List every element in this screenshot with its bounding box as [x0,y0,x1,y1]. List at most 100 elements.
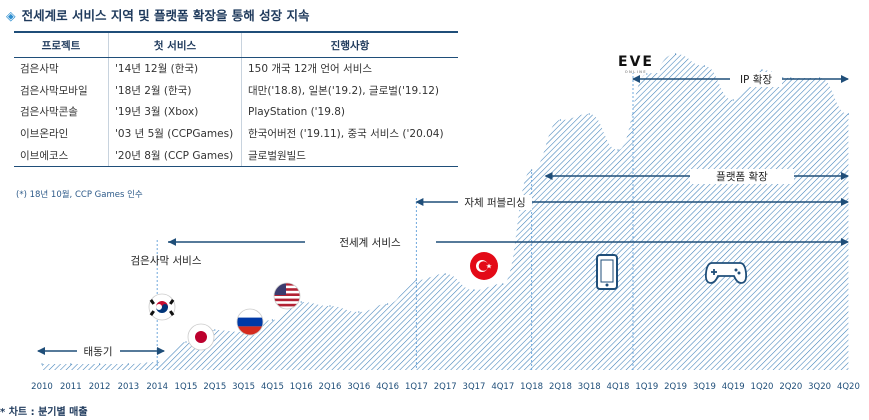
turkey-flag-icon [470,252,498,280]
cell-project: 이브온라인 [14,122,109,145]
cell-progress: 150 개국 12개 언어 서비스 [248,63,373,76]
cell-project: 검은사막 [14,57,109,80]
x-tick-label: 4Q16 [376,382,399,392]
x-tick-label: 3Q15 [232,382,255,392]
data-point-2Q18 [559,119,562,121]
mobile-phone-icon [596,254,618,290]
data-point-2011 [70,363,72,365]
japan-flag-icon [187,323,215,351]
label-ip-expansion: IP 확장 [740,73,772,86]
label-self-publishing: 자체 퍼블리싱 [464,197,525,209]
table-row: 이브온라인 '03 년 5월 (CCPGames) 한국어버전 ('19.11)… [14,122,458,145]
cell-progress: PlayStation ('19.8) [248,105,346,118]
data-point-3Q17 [473,289,475,291]
header-progress: 진행사항 [241,31,458,58]
data-point-2Q15 [214,329,216,331]
x-tick-label: 3Q18 [578,382,601,392]
data-point-4Q16 [387,303,389,305]
data-point-1Q18 [531,169,533,171]
usa-flag-icon [273,282,301,310]
data-point-1Q15 [185,341,187,343]
table-row: 검은사막모바일 '18년 2월 (한국) 대만('18.8), 일본('19.2… [14,79,458,102]
title-text: 전세계로 서비스 지역 및 플랫폼 확장을 통해 성장 지속 [21,8,310,23]
data-point-3Q16 [358,311,360,313]
acquisition-footnote: (*) 18년 10월, CCP Games 인수 [16,190,143,200]
label-platform-expansion-bg [690,169,794,184]
project-table: 프로젝트 첫 서비스 진행사항 검은사막 '14년 12월 (한국) 150 개… [14,31,458,167]
x-tick-label: 4Q18 [607,382,630,392]
russia-flag-icon [236,308,264,336]
cell-progress: 한국어버전 ('19.11), 중국 서비스 ('20.04) [248,128,444,141]
data-point-2Q16 [329,305,331,307]
data-point-4Q20 [847,113,850,115]
x-tick-label: 2012 [89,382,111,392]
data-point-4Q17 [502,283,504,285]
header-project: 프로젝트 [14,31,109,58]
cell-first-service: '19년 3월 (Xbox) [108,101,242,123]
x-tick-label: 3Q17 [463,382,486,392]
x-tick-label: 1Q16 [290,382,313,392]
x-tick-label: 2Q20 [779,382,802,392]
x-tick-label: 2011 [60,382,82,392]
game-controller-icon [704,262,748,284]
chart-title: ◈ 전세계로 서비스 지역 및 플랫폼 확장을 통해 성장 지속 [6,5,309,24]
korea-flag-icon [148,293,176,321]
eve-online-logo: EVE ONLINE [612,51,660,74]
cell-first-service: '03 년 5월 (CCPGames) [108,122,242,145]
x-tick-label: 3Q16 [347,382,370,392]
label-taedongi: 태동기 [84,346,113,358]
data-point-1Q20 [761,69,763,71]
cell-progress: 글로벌원빌드 [241,144,458,167]
cell-first-service: '20년 8월 (CCP Games) [108,144,242,167]
data-point-2010 [41,363,43,365]
header-first-service: 첫 서비스 [108,31,242,58]
x-tick-label: 2Q18 [549,382,572,392]
data-point-2Q19 [675,53,677,55]
chart-note: * 차트 : 분기별 매출 [0,407,88,418]
x-tick-label: 3Q20 [808,382,831,392]
x-tick-label: 4Q20 [837,382,860,392]
cell-project: 검은사막모바일 [14,79,109,102]
x-tick-label: 1Q18 [520,382,543,392]
label-ip-expansion-bg [730,72,782,87]
x-tick-label: 4Q15 [261,382,284,392]
table-header-row: 프로젝트 첫 서비스 진행사항 [14,31,458,58]
data-point-4Q19 [732,99,734,101]
label-platform-expansion: 플랫폼 확장 [716,170,768,183]
data-point-4Q18 [617,149,619,151]
data-point-1Q16 [300,301,302,303]
label-black-desert-service: 검은사막 서비스 [131,255,202,267]
diamond-icon: ◈ [6,8,16,23]
x-tick-label: 4Q17 [491,382,514,392]
data-point-1Q19 [646,73,648,75]
table-row: 검은사막 '14년 12월 (한국) 150 개국 12개 언어 서비스 [14,57,458,80]
cell-project: 이브에코스 [14,144,109,167]
data-point-2013 [127,363,129,365]
x-tick-label: 1Q20 [751,382,774,392]
data-point-3Q19 [703,65,706,67]
x-tick-label: 2Q19 [664,382,687,392]
table-row: 이브에코스 '20년 8월 (CCP Games) 글로벌원빌드 [14,144,458,167]
x-tick-label: 4Q19 [722,382,745,392]
data-point-2012 [99,363,101,365]
cell-project: 검은사막콘솔 [14,101,109,123]
x-tick-label: 2Q15 [203,382,226,392]
x-tick-label: 1Q17 [405,382,428,392]
revenue-area [42,54,849,370]
table-row: 검은사막콘솔 '19년 3월 (Xbox) PlayStation ('19.8… [14,101,458,123]
x-tick-label: 3Q19 [693,382,716,392]
x-tick-label: 2013 [118,382,140,392]
x-tick-label: 2Q17 [434,382,457,392]
cell-progress: 대만('18.8), 일본('19.2), 글로벌('19.12) [248,84,440,97]
x-tick-label: 2010 [31,382,53,392]
label-global-service: 전세계 서비스 [339,237,401,249]
label-self-publishing-bg [458,195,532,210]
eve-logo-text: EVE [618,54,654,70]
data-point-4Q15 [271,319,273,321]
x-tick-label: 1Q15 [175,382,198,392]
data-point-3Q18 [588,113,590,115]
eve-logo-subtext: ONLINE [625,70,647,74]
cell-first-service: '18년 2월 (한국) [108,79,242,102]
x-tick-label: 1Q19 [635,382,658,392]
